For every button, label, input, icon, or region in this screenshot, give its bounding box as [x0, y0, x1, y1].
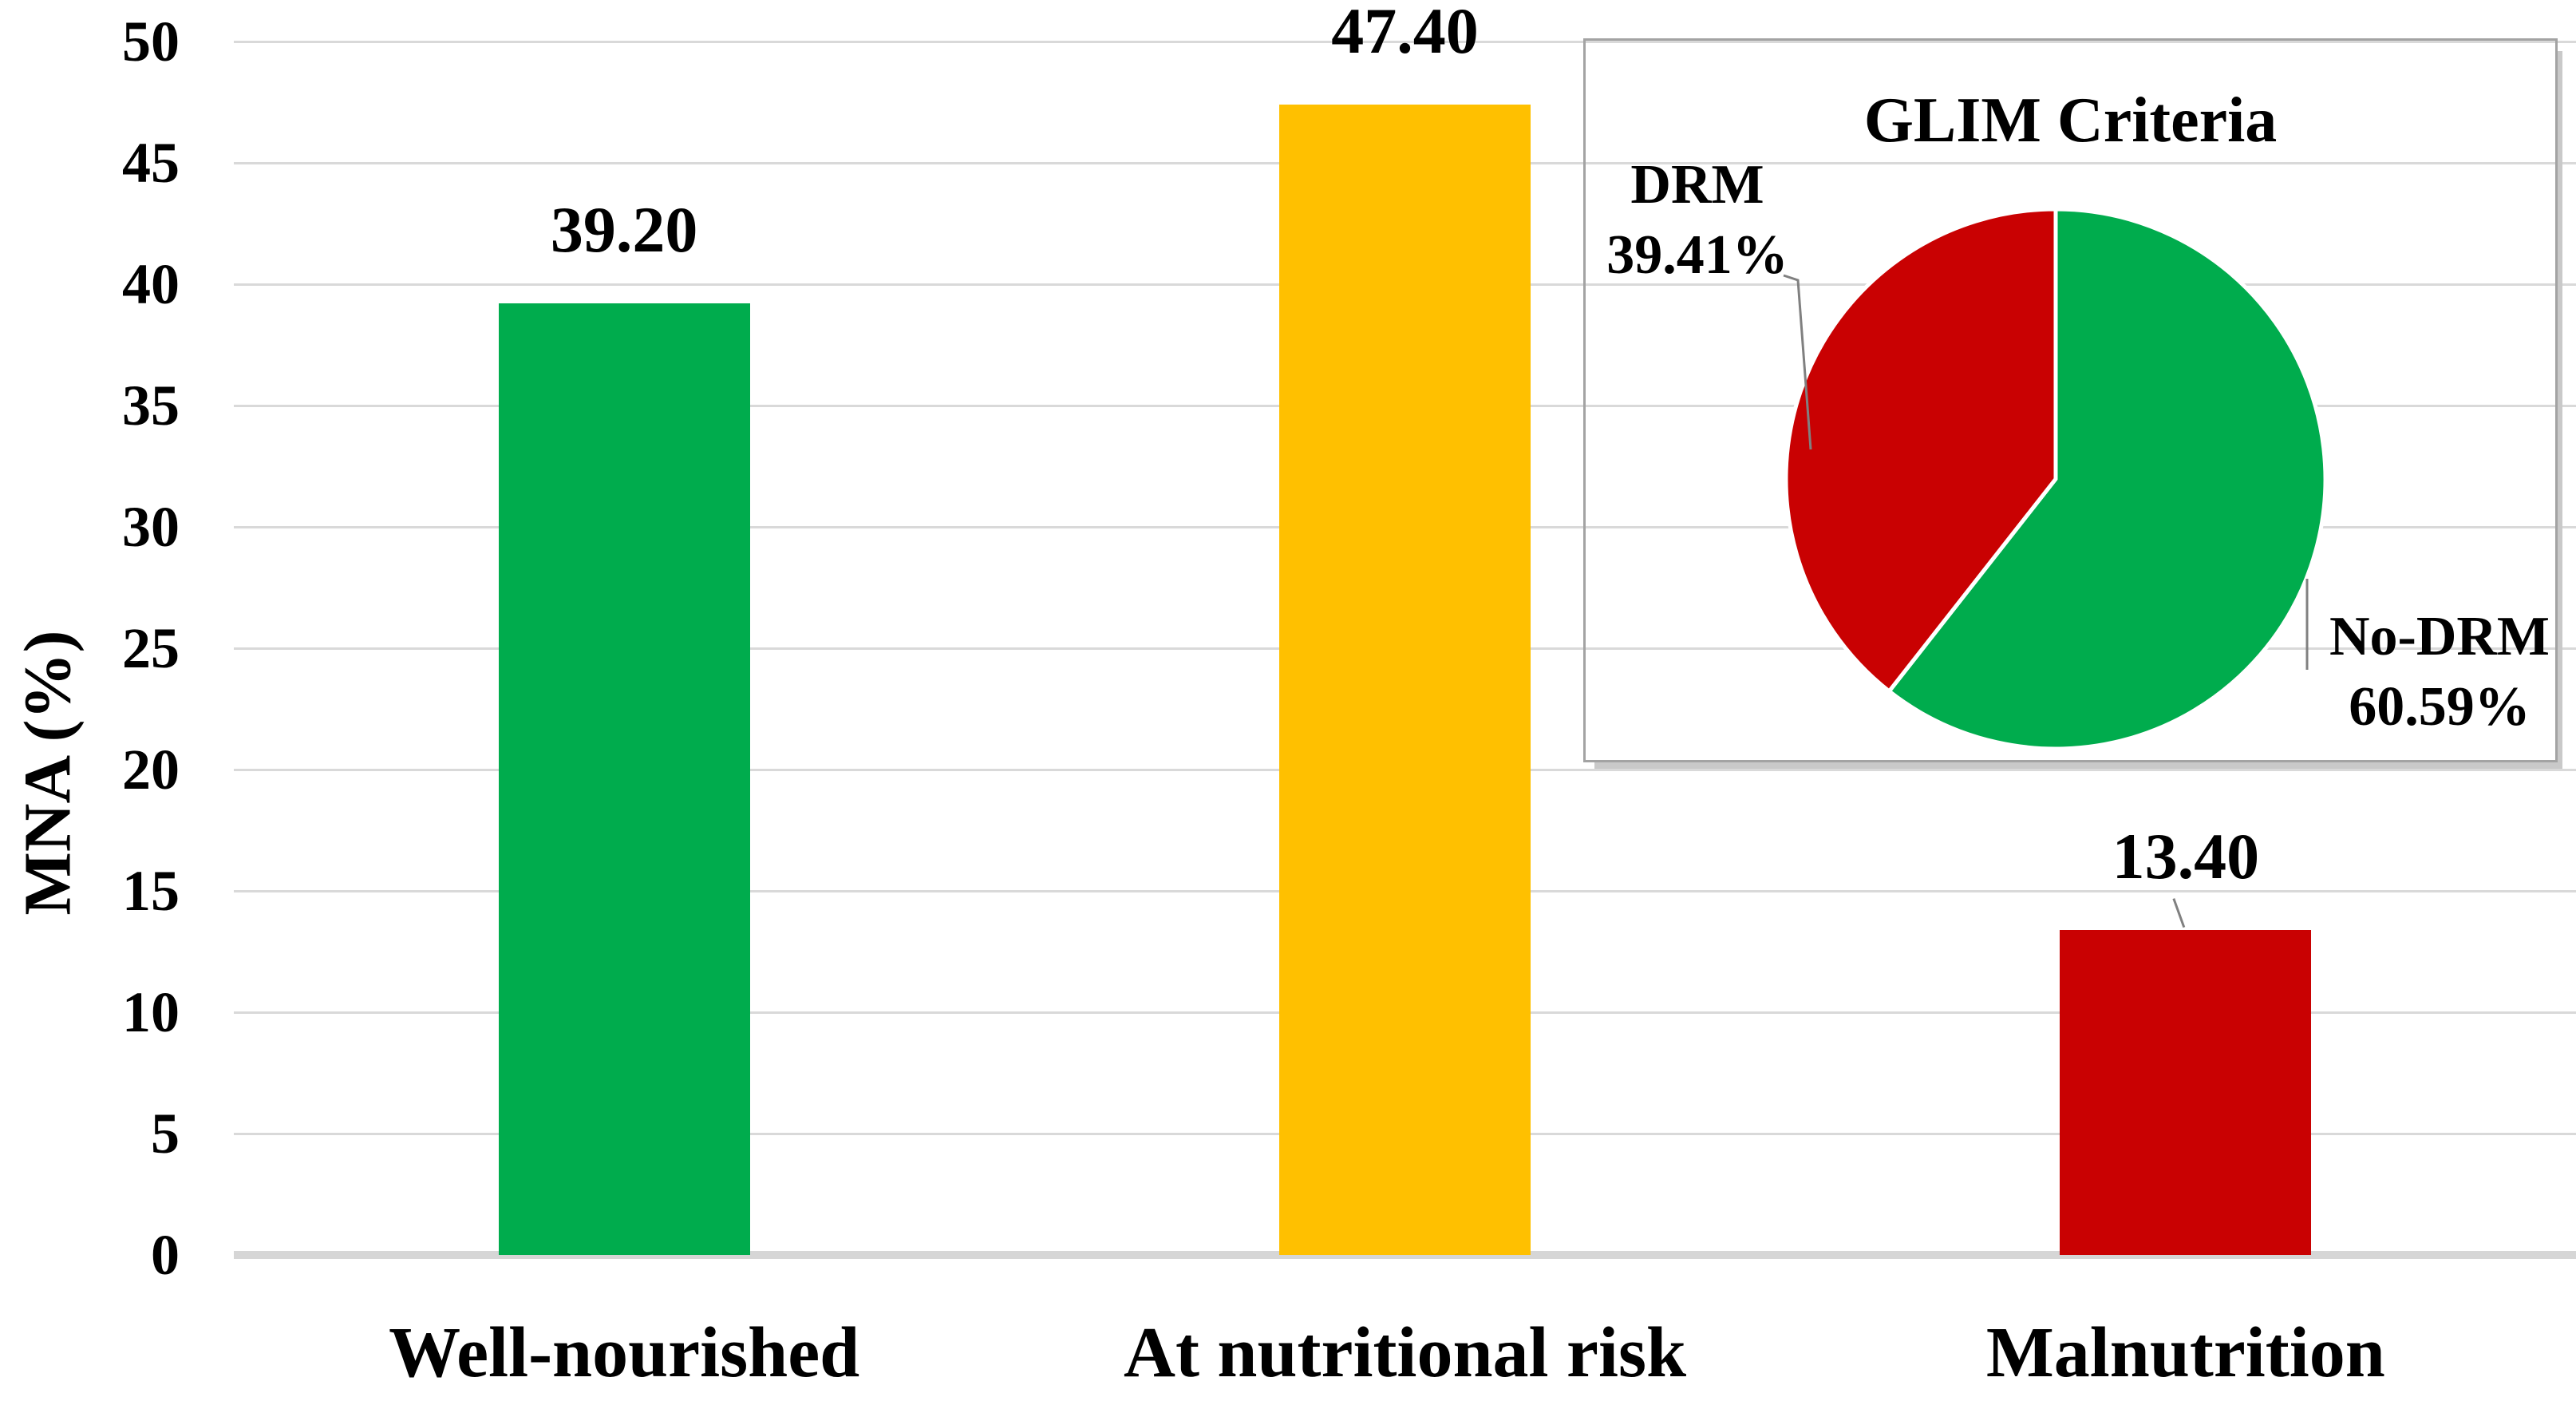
- pie-label-drm-value: 39.41%: [1606, 224, 1788, 286]
- y-tick-label-0: 0: [151, 1223, 180, 1287]
- inset-title: GLIM Criteria: [1863, 85, 2278, 156]
- pie-slice-no-drm: [1887, 207, 2328, 751]
- x-category-label-malnutrition: Malnutrition: [1985, 1313, 2385, 1392]
- y-tick-label-15: 15: [122, 859, 180, 923]
- y-tick-label-5: 5: [151, 1102, 180, 1166]
- y-tick-label-25: 25: [122, 616, 180, 680]
- y-tick-label-10: 10: [122, 980, 180, 1044]
- x-axis-line: [234, 1251, 2576, 1259]
- pie-label-no-drm: No-DRM 60.59%: [2312, 602, 2567, 742]
- y-tick-label-50: 50: [122, 10, 180, 73]
- y-tick-label-35: 35: [122, 374, 180, 437]
- glim-inset-panel: GLIM Criteria DRM 39.41% No-DRM 60.59%: [1583, 38, 2558, 762]
- bar-value-label-at-nutritional-risk: 47.40: [1331, 0, 1479, 68]
- bar-value-label-malnutrition: 13.40: [2112, 819, 2260, 892]
- bar-value-label-well-nourished: 39.20: [550, 193, 698, 267]
- glim-pie-chart: [1784, 207, 2328, 751]
- bar-malnutrition: [2060, 929, 2312, 1255]
- bar-at-nutritional-risk: [1279, 105, 1531, 1255]
- x-category-label-well-nourished: Well-nourished: [389, 1313, 860, 1392]
- pie-label-drm-name: DRM: [1630, 154, 1764, 216]
- y-tick-label-20: 20: [122, 738, 180, 801]
- bar-well-nourished: [498, 303, 750, 1255]
- y-tick-label-40: 40: [122, 252, 180, 316]
- y-tick-label-45: 45: [122, 131, 180, 195]
- pie-label-drm: DRM 39.41%: [1586, 150, 1809, 291]
- gridline: [234, 40, 2576, 43]
- pie-label-no-drm-value: 60.59%: [2349, 676, 2531, 738]
- y-tick-label-30: 30: [122, 495, 180, 559]
- pie-label-no-drm-name: No-DRM: [2329, 606, 2550, 667]
- x-category-label-at-nutritional-risk: At nutritional risk: [1123, 1313, 1687, 1392]
